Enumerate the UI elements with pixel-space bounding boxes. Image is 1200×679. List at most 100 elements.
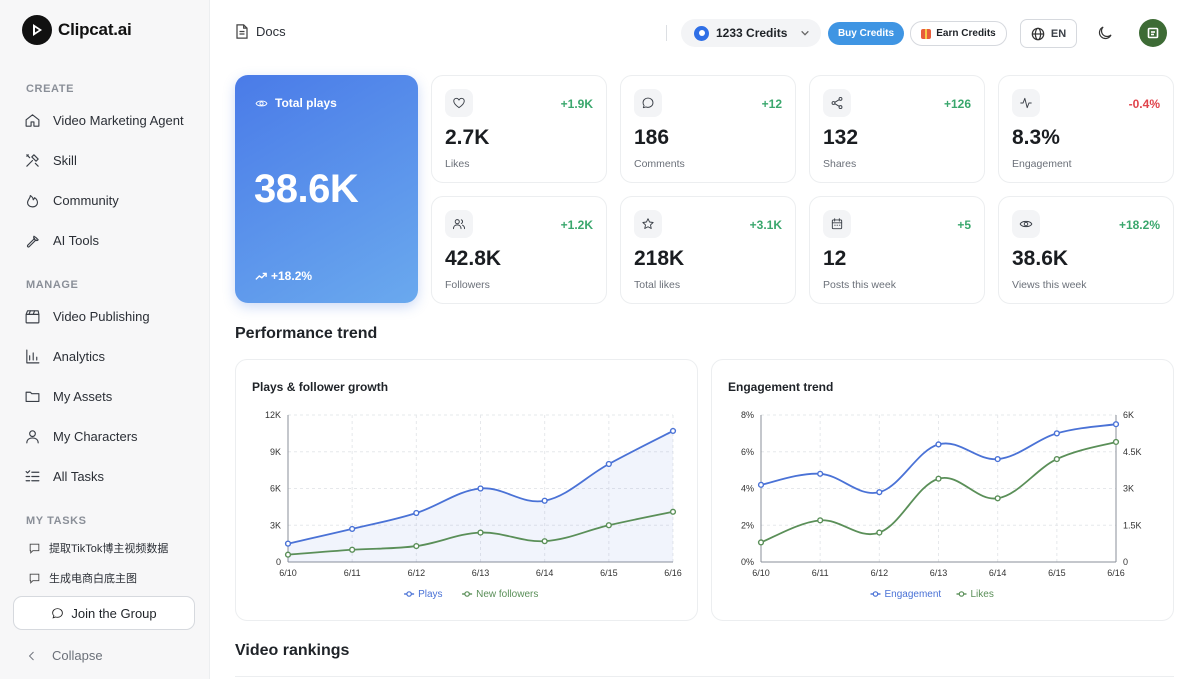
sidebar-item-my-characters[interactable]: My Characters <box>14 419 196 453</box>
x-tick-label: 6/10 <box>752 568 770 578</box>
chart-legend: Engagement Likes <box>870 589 994 600</box>
sidebar-item-skill[interactable]: Skill <box>14 143 196 177</box>
sidebar-item-all-tasks[interactable]: All Tasks <box>14 459 196 493</box>
data-point <box>413 542 420 550</box>
stat-change: +1.2K <box>560 218 593 232</box>
eye-icon <box>255 100 268 106</box>
x-tick-label: 6/13 <box>930 568 948 578</box>
y-tick-label: 9K <box>270 447 281 457</box>
data-point <box>477 485 484 492</box>
data-point <box>413 509 420 517</box>
avatar-glyph-icon <box>1147 27 1159 39</box>
sidebar-item-video-publishing[interactable]: Video Publishing <box>14 299 196 333</box>
stat-value: 8.3% <box>1012 126 1060 149</box>
total-plays-change-value: +18.2% <box>271 269 313 283</box>
stat-change: +126 <box>943 97 971 111</box>
section-label-my-tasks: MY TASKS <box>26 515 87 527</box>
stat-label: Shares <box>823 158 857 170</box>
legend-marker <box>958 591 965 597</box>
legend-marker <box>872 591 879 597</box>
stat-change: -0.4% <box>1128 97 1160 111</box>
sidebar-item-ai-tools[interactable]: AI Tools <box>14 223 196 257</box>
brand-logo[interactable]: Clipcat.ai <box>22 15 132 45</box>
calendar-icon <box>831 218 843 230</box>
stat-change: +12 <box>761 97 782 111</box>
engagement-trend-card: Engagement trend 0% 2% 4% 6% 8% 0 1.5K 3K 4.5K 6K… <box>711 359 1174 621</box>
brand-name: Clipcat.ai <box>58 20 132 39</box>
language-selector[interactable]: EN <box>1020 19 1077 48</box>
data-point <box>994 495 1001 502</box>
stat-label: Followers <box>445 279 490 291</box>
x-tick-label: 6/16 <box>664 568 682 578</box>
stat-icon-box <box>823 89 851 117</box>
buy-credits-button[interactable]: Buy Credits <box>828 22 904 45</box>
data-point <box>349 546 356 553</box>
y-tick-label-right: 0 <box>1123 557 1128 567</box>
stat-value: 218K <box>634 247 685 270</box>
sidebar-item-my-assets[interactable]: My Assets <box>14 379 196 413</box>
flame-icon <box>26 194 39 207</box>
y-tick-label-right: 4.5K <box>1123 447 1142 457</box>
stat-icon-box <box>1012 210 1040 238</box>
data-point <box>1112 438 1120 446</box>
header-divider <box>666 25 667 41</box>
checklist-icon <box>25 469 40 481</box>
data-point <box>817 470 824 477</box>
task-item-label: 提取TikTok博主视频数据 <box>49 543 169 555</box>
stat-label: Engagement <box>1012 158 1072 170</box>
sidebar-item-analytics[interactable]: Analytics <box>14 339 196 373</box>
sidebar-item-label: Skill <box>53 152 77 168</box>
x-tick-label: 6/13 <box>472 568 490 578</box>
legend-label: Likes <box>971 589 994 600</box>
x-tick-label: 6/12 <box>871 568 889 578</box>
credit-coin-icon <box>694 25 709 41</box>
y-tick-label: 6% <box>741 447 754 457</box>
stat-value: 12 <box>823 247 847 270</box>
earn-credits-label: Earn Credits <box>936 28 996 39</box>
stat-card-engagement: -0.4% 8.3% Engagement <box>998 75 1174 183</box>
users-icon <box>452 219 466 230</box>
language-label: EN <box>1050 27 1067 40</box>
docs-link[interactable]: Docs <box>235 24 286 39</box>
share-icon <box>831 96 843 110</box>
chevron-down-icon <box>801 30 810 36</box>
legend-label: New followers <box>476 589 538 600</box>
sidebar-item-label: AI Tools <box>53 232 100 248</box>
credits-label: 1233 Credits <box>716 26 788 40</box>
x-tick-label: 6/11 <box>344 568 361 578</box>
user-avatar[interactable] <box>1139 19 1167 47</box>
data-point <box>605 522 612 529</box>
globe-icon <box>1031 27 1045 40</box>
task-item[interactable]: 提取TikTok博主视频数据 <box>14 534 196 562</box>
join-group-button[interactable]: Join the Group <box>13 596 195 630</box>
x-tick-label: 6/15 <box>600 568 618 578</box>
data-point <box>477 529 484 536</box>
sidebar-item-video-marketing-agent[interactable]: Video Marketing Agent <box>14 103 196 137</box>
credits-dropdown[interactable]: 1233 Credits <box>681 19 821 47</box>
collapse-button[interactable]: Collapse <box>26 648 103 663</box>
total-plays-card: Total plays 38.6K +18.2% <box>235 75 418 303</box>
sidebar-item-label: My Assets <box>53 388 113 404</box>
stat-icon-box <box>445 89 473 117</box>
tools-icon <box>26 153 39 167</box>
chat-icon <box>29 543 40 554</box>
earn-credits-button[interactable]: Earn Credits <box>910 21 1007 46</box>
sidebar: Clipcat.ai CREATE Video Marketing Agent … <box>0 0 210 679</box>
section-label-create: CREATE <box>26 83 75 95</box>
sidebar-item-community[interactable]: Community <box>14 183 196 217</box>
data-point <box>935 441 942 448</box>
y-tick-label-right: 3K <box>1123 484 1134 494</box>
engagement-trend-chart: 0% 2% 4% 6% 8% 0 1.5K 3K 4.5K 6K 6/10 6/11 6/12 6/13 6… <box>741 410 1142 600</box>
sidebar-item-label: Analytics <box>53 348 106 364</box>
data-point <box>541 497 548 504</box>
x-tick-label: 6/12 <box>408 568 426 578</box>
stat-card-posts-this-week: +5 12 Posts this week <box>809 196 985 304</box>
stat-card-comments: +12 186 Comments <box>620 75 796 183</box>
stat-change: +5 <box>957 218 971 232</box>
data-point <box>1112 421 1120 428</box>
data-point <box>669 508 677 515</box>
chart-legend: Plays New followers <box>404 589 538 600</box>
task-item[interactable]: 生成电商白底主图 <box>14 564 196 592</box>
stat-label: Comments <box>634 158 685 170</box>
theme-toggle-button[interactable] <box>1096 24 1114 42</box>
